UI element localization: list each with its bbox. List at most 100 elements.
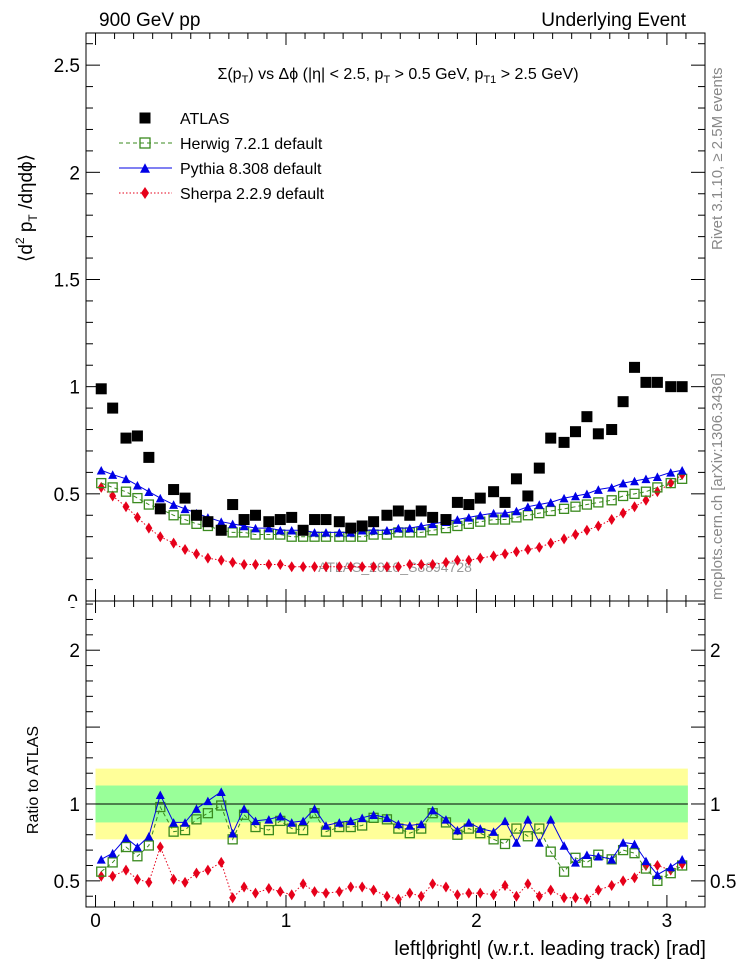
main-point-diamond — [631, 501, 639, 513]
main-point-triangle — [369, 525, 379, 535]
ratio-point-triangle — [534, 838, 544, 847]
ratio-point-square-open — [191, 814, 202, 825]
ratio-y-axis-label: Ratio to ATLAS — [25, 726, 42, 834]
ratio-point-triangle — [275, 812, 285, 821]
main-point-diamond — [406, 559, 414, 571]
ratio-point-diamond — [465, 887, 473, 899]
ratio-point-triangle — [334, 818, 344, 827]
main-point-diamond — [299, 561, 307, 573]
ratio-point-diamond — [406, 887, 414, 899]
main-panel: ATLAS_2010_S8894728 Σ(pT) vs Δϕ (|η| < 2… — [54, 32, 706, 613]
main-point-triangle — [96, 465, 106, 475]
ratio-point-triangle — [216, 787, 226, 796]
main-point-triangle — [287, 525, 297, 535]
main-point-square-filled — [250, 509, 262, 521]
main-point-square-filled — [143, 451, 155, 463]
main-point-square-open — [168, 510, 179, 521]
main-point-square-filled — [640, 376, 652, 388]
ratio-panel: 0 1 2 3 0.5 0.5 1 1 2 2 — [54, 600, 736, 932]
mcplots-info: mcplots.cern.ch [arXiv:1306.3436] — [709, 373, 726, 600]
main-point-square-filled — [238, 514, 250, 526]
main-point-triangle — [630, 476, 640, 486]
ratio-point-triangle — [630, 839, 640, 849]
ratio-y-tick-label-right: 0.5 — [710, 872, 736, 893]
main-point-square-filled — [95, 383, 107, 395]
ratio-point-diamond — [453, 889, 461, 901]
ratio-point-diamond — [608, 879, 616, 891]
main-series — [95, 361, 688, 573]
ratio-point-diamond — [560, 892, 568, 904]
main-point-triangle — [452, 515, 462, 524]
legend-marker — [141, 187, 149, 199]
ratio-point-square-open — [629, 848, 640, 859]
ratio-point-square-open — [558, 866, 570, 877]
ratio-point-diamond — [217, 856, 225, 868]
ratio-point-triangle — [416, 819, 426, 829]
main-point-square-filled — [345, 522, 357, 534]
main-axes: 00.511.522.5 — [54, 33, 705, 613]
main-point-triangle — [534, 500, 544, 509]
ratio-line-2 — [101, 845, 683, 900]
ratio-point-diamond — [299, 878, 307, 890]
ratio-point-diamond — [322, 887, 330, 899]
main-point-diamond — [571, 529, 579, 541]
ratio-point-triangle — [251, 816, 261, 826]
ratio-point-diamond — [524, 878, 532, 890]
ratio-point-triangle — [287, 818, 297, 827]
main-point-triangle — [618, 478, 628, 488]
ratio-point-triangle — [546, 815, 556, 824]
x-axis-label: left|ϕright| (w.r.t. leading track) [rad… — [394, 938, 706, 960]
ratio-point-triangle — [393, 819, 403, 829]
ratio-point-triangle — [641, 856, 651, 866]
main-point-square-open — [617, 490, 629, 502]
main-point-square-filled — [522, 490, 534, 502]
main-point-square-filled — [320, 514, 332, 526]
ratio-point-triangle — [310, 804, 320, 813]
ratio-point-square-open — [168, 826, 179, 837]
main-point-square-filled — [168, 484, 180, 496]
ratio-point-diamond — [583, 893, 591, 905]
legend-label: Herwig 7.2.1 default — [180, 136, 323, 153]
ratio-point-triangle — [357, 813, 367, 823]
ratio-point-square-open — [96, 866, 107, 877]
main-point-square-filled — [120, 432, 132, 444]
ratio-point-triangle — [452, 825, 462, 835]
ratio-point-diamond — [181, 876, 189, 888]
main-point-square-filled — [274, 514, 286, 526]
main-point-triangle — [121, 474, 131, 484]
main-point-square-filled — [488, 486, 500, 498]
header-right: Underlying Event — [541, 10, 686, 31]
ratio-series — [96, 787, 688, 905]
main-point-triangle — [666, 468, 676, 477]
main-point-square-filled — [131, 430, 143, 442]
ratio-point-square-open — [132, 851, 143, 862]
main-point-triangle — [264, 523, 274, 533]
main-point-diamond — [394, 561, 402, 573]
ratio-point-triangle — [441, 815, 451, 824]
main-point-square-open — [629, 488, 640, 499]
ratio-point-triangle — [121, 833, 131, 843]
ratio-point-triangle — [321, 821, 331, 830]
main-point-diamond — [217, 554, 225, 566]
main-point-triangle — [180, 504, 190, 514]
main-point-triangle — [500, 508, 510, 518]
main-point-diamond — [145, 522, 153, 534]
main-point-square-filled — [368, 516, 380, 528]
main-point-square-open — [665, 477, 676, 489]
ratio-point-square-open — [107, 857, 118, 868]
ratio-point-square-open — [511, 823, 522, 834]
main-point-diamond — [358, 561, 366, 573]
ratio-point-diamond — [619, 875, 627, 887]
main-point-triangle — [593, 485, 603, 494]
main-point-square-open — [593, 497, 604, 508]
main-point-square-filled — [190, 509, 202, 521]
main-point-diamond — [335, 561, 343, 573]
main-y-tick-label: 2 — [69, 163, 80, 184]
ratio-point-diamond — [156, 841, 164, 853]
main-point-square-filled — [545, 432, 557, 444]
ratio-point-triangle — [191, 804, 201, 813]
main-point-square-filled — [569, 426, 581, 438]
ratio-y-tick-label-right: 2 — [710, 641, 721, 662]
main-point-square-filled — [415, 505, 427, 517]
main-y-tick-label: 2.5 — [54, 56, 80, 77]
